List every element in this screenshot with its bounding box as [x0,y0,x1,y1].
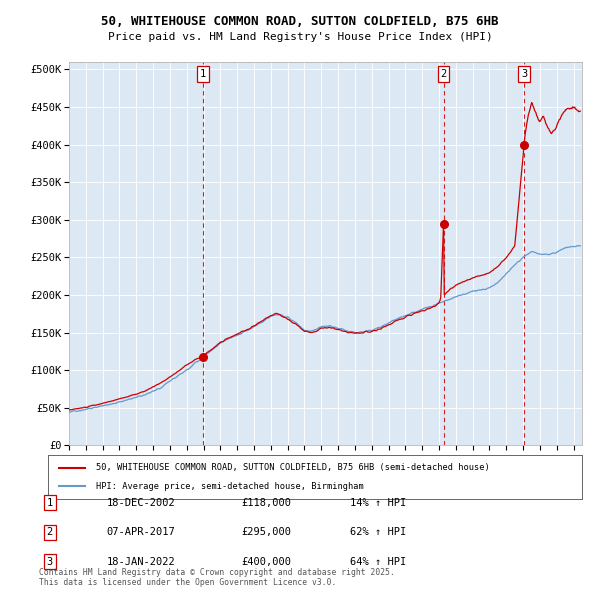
Text: 1: 1 [47,498,53,507]
Text: 64% ↑ HPI: 64% ↑ HPI [350,557,406,566]
Text: 50, WHITEHOUSE COMMON ROAD, SUTTON COLDFIELD, B75 6HB (semi-detached house): 50, WHITEHOUSE COMMON ROAD, SUTTON COLDF… [96,463,490,472]
Text: £400,000: £400,000 [242,557,292,566]
Text: Contains HM Land Registry data © Crown copyright and database right 2025.
This d: Contains HM Land Registry data © Crown c… [39,568,395,587]
Text: 2: 2 [440,69,446,79]
Text: 2: 2 [47,527,53,537]
Text: 14% ↑ HPI: 14% ↑ HPI [350,498,406,507]
Text: 3: 3 [47,557,53,566]
Text: £295,000: £295,000 [242,527,292,537]
Text: £118,000: £118,000 [242,498,292,507]
Text: 62% ↑ HPI: 62% ↑ HPI [350,527,406,537]
Text: 3: 3 [521,69,527,79]
Text: HPI: Average price, semi-detached house, Birmingham: HPI: Average price, semi-detached house,… [96,482,364,491]
Text: 18-DEC-2002: 18-DEC-2002 [107,498,176,507]
Text: 1: 1 [200,69,206,79]
Text: 50, WHITEHOUSE COMMON ROAD, SUTTON COLDFIELD, B75 6HB: 50, WHITEHOUSE COMMON ROAD, SUTTON COLDF… [101,15,499,28]
Text: Price paid vs. HM Land Registry's House Price Index (HPI): Price paid vs. HM Land Registry's House … [107,32,493,42]
Text: 07-APR-2017: 07-APR-2017 [107,527,176,537]
Text: 18-JAN-2022: 18-JAN-2022 [107,557,176,566]
